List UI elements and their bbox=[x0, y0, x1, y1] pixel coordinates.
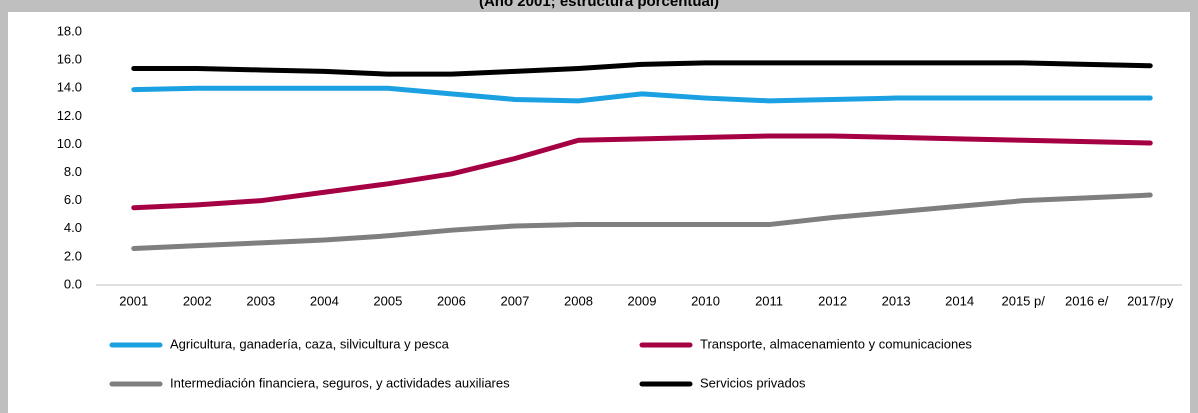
y-tick-label: 12.0 bbox=[57, 108, 82, 123]
legend-label: Intermediación financiera, seguros, y ac… bbox=[170, 375, 510, 390]
legend-label: Transporte, almacenamiento y comunicacio… bbox=[700, 336, 972, 351]
y-tick-label: 0.0 bbox=[64, 276, 82, 291]
x-tick-label: 2006 bbox=[437, 293, 466, 308]
x-tick-label: 2011 bbox=[755, 293, 783, 308]
y-tick-label: 4.0 bbox=[64, 220, 82, 235]
x-tick-label: 2010 bbox=[691, 293, 720, 308]
y-tick-label: 6.0 bbox=[64, 192, 82, 207]
legend-label: Servicios privados bbox=[700, 375, 806, 390]
x-tick-label: 2012 bbox=[818, 293, 847, 308]
x-tick-label: 2004 bbox=[310, 293, 339, 308]
y-tick-label: 2.0 bbox=[64, 248, 82, 263]
x-tick-label: 2005 bbox=[373, 293, 402, 308]
x-tick-label: 2001 bbox=[119, 293, 148, 308]
series-line bbox=[131, 192, 1153, 251]
x-tick-label: 2003 bbox=[246, 293, 275, 308]
y-tick-label: 8.0 bbox=[64, 164, 82, 179]
x-tick-label: 2013 bbox=[882, 293, 911, 308]
panel bbox=[8, 12, 1190, 413]
chart-title: (Año 2001; estructura porcentual) bbox=[479, 0, 719, 10]
y-tick-label: 10.0 bbox=[57, 136, 82, 151]
x-tick-label: 2002 bbox=[183, 293, 212, 308]
x-tick-label: 2014 bbox=[945, 293, 974, 308]
x-tick-label: 2008 bbox=[564, 293, 593, 308]
y-tick-label: 14.0 bbox=[57, 80, 82, 95]
x-tick-label: 2007 bbox=[500, 293, 529, 308]
legend-label: Agricultura, ganadería, caza, silvicultu… bbox=[170, 336, 450, 351]
x-tick-label: 2015 p/ bbox=[1001, 293, 1045, 308]
y-tick-label: 18.0 bbox=[57, 23, 82, 38]
x-tick-label: 2017/py bbox=[1127, 293, 1174, 308]
series-line bbox=[131, 133, 1153, 211]
y-tick-label: 16.0 bbox=[57, 52, 82, 67]
series-line bbox=[131, 60, 1153, 77]
x-tick-label: 2016 e/ bbox=[1065, 293, 1109, 308]
x-tick-label: 2009 bbox=[628, 293, 657, 308]
series-line bbox=[131, 85, 1153, 104]
